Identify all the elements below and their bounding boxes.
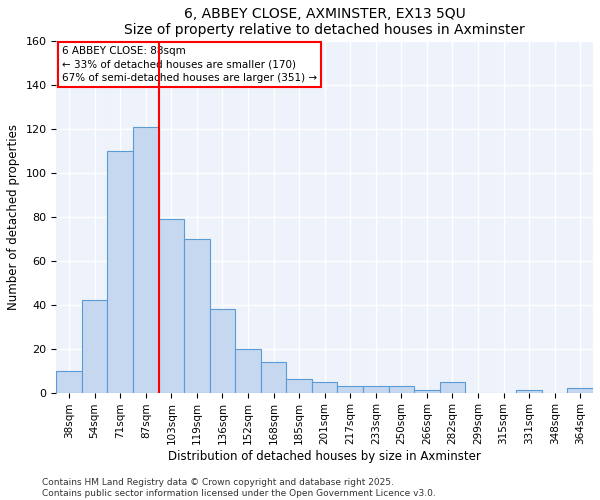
- Bar: [568, 388, 593, 392]
- Bar: [389, 386, 414, 392]
- Text: Contains HM Land Registry data © Crown copyright and database right 2025.
Contai: Contains HM Land Registry data © Crown c…: [42, 478, 436, 498]
- Bar: [312, 382, 337, 392]
- Y-axis label: Number of detached properties: Number of detached properties: [7, 124, 20, 310]
- Bar: [56, 370, 82, 392]
- Bar: [517, 390, 542, 392]
- Bar: [107, 151, 133, 392]
- Bar: [235, 348, 261, 393]
- Bar: [414, 390, 440, 392]
- Bar: [82, 300, 107, 392]
- Text: 6 ABBEY CLOSE: 88sqm
← 33% of detached houses are smaller (170)
67% of semi-deta: 6 ABBEY CLOSE: 88sqm ← 33% of detached h…: [62, 46, 317, 83]
- Bar: [261, 362, 286, 392]
- Bar: [337, 386, 363, 392]
- Bar: [286, 380, 312, 392]
- Bar: [133, 127, 158, 392]
- Bar: [209, 309, 235, 392]
- X-axis label: Distribution of detached houses by size in Axminster: Distribution of detached houses by size …: [168, 450, 481, 463]
- Bar: [440, 382, 465, 392]
- Bar: [184, 239, 209, 392]
- Bar: [363, 386, 389, 392]
- Title: 6, ABBEY CLOSE, AXMINSTER, EX13 5QU
Size of property relative to detached houses: 6, ABBEY CLOSE, AXMINSTER, EX13 5QU Size…: [124, 7, 525, 37]
- Bar: [158, 219, 184, 392]
